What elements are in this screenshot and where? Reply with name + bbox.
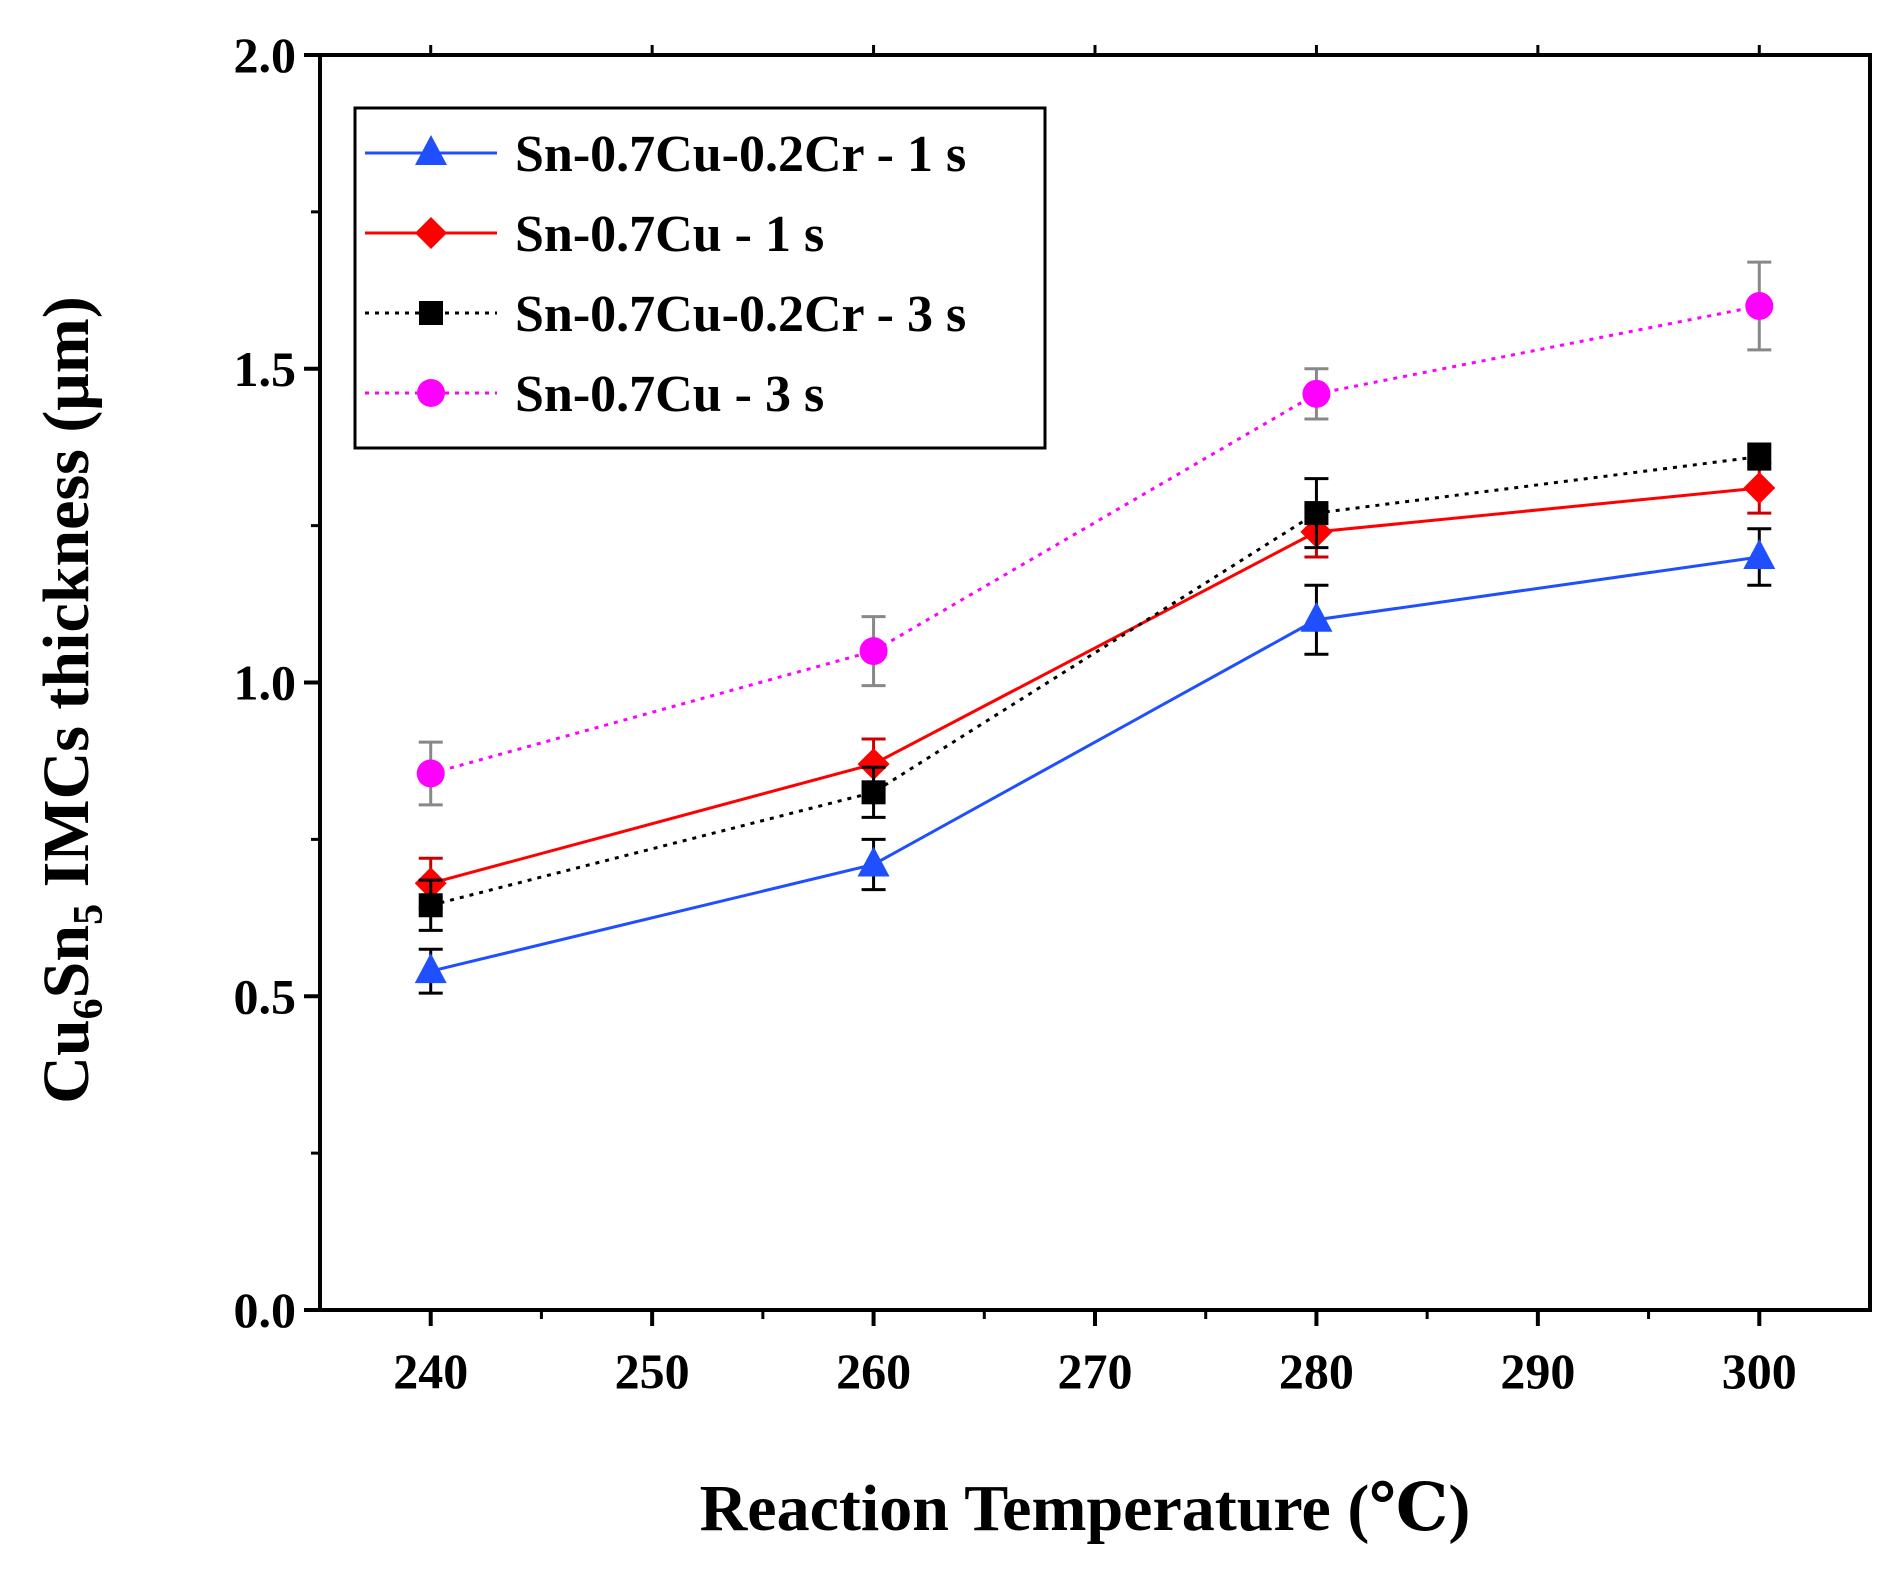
y-label-prefix: Cu (30, 1019, 103, 1103)
plot-area (414, 260, 1776, 995)
y-tick-label: 0.5 (234, 968, 297, 1024)
legend-label: Sn-0.7Cu - 3 s (515, 366, 824, 423)
y-label-sub1: 6 (66, 998, 112, 1019)
x-tick-label: 250 (615, 1343, 690, 1399)
legend-marker (415, 217, 447, 249)
series-3 (416, 260, 1774, 807)
data-point (857, 748, 890, 781)
data-point (1304, 501, 1329, 526)
x-tick-label: 240 (393, 1343, 468, 1399)
y-tick-label: 1.0 (234, 655, 297, 711)
x-axis-label: Reaction Temperature (℃) (700, 1472, 1471, 1545)
series-2 (418, 442, 1772, 932)
data-point (1743, 471, 1776, 504)
x-tick-label: 280 (1279, 1343, 1354, 1399)
data-point (861, 780, 886, 805)
series-1 (414, 461, 1776, 910)
data-point (857, 846, 890, 877)
legend-marker (419, 301, 443, 325)
series-0 (414, 527, 1776, 995)
legend-marker (415, 135, 447, 165)
y-tick-label: 0.0 (234, 1282, 297, 1338)
data-point (416, 759, 445, 788)
data-point (418, 893, 443, 918)
x-tick-label: 270 (1058, 1343, 1133, 1399)
legend: Sn-0.7Cu-0.2Cr - 1 s Sn-0.7Cu - 1 s Sn-0.7… (353, 106, 1047, 450)
legend-label: Sn-0.7Cu - 1 s (515, 206, 824, 263)
series-line (430, 555, 1760, 973)
y-tick-label: 1.5 (234, 341, 297, 397)
data-point (1300, 601, 1333, 632)
data-point (414, 953, 447, 984)
data-point (1743, 539, 1776, 569)
legend-label: Sn-0.7Cu-0.2Cr - 1 s (515, 126, 966, 183)
data-point (1302, 379, 1331, 408)
y-label-middle: Sn (30, 925, 103, 998)
x-tick-label: 300 (1722, 1343, 1797, 1399)
x-tick-label: 260 (836, 1343, 911, 1399)
data-point (1745, 292, 1774, 320)
x-tick-label: 290 (1500, 1343, 1575, 1399)
data-point (1747, 444, 1772, 469)
axes: 240 250 260 270 280 290 300 0.0 0.5 1.0 1.5 2.0 (234, 27, 1872, 1399)
series-line (430, 486, 1760, 885)
y-axis-label: Cu6Sn5 IMCs thickness (μm) (30, 296, 112, 1103)
series-line (430, 455, 1760, 907)
legend-box (353, 106, 1047, 450)
legend-marker (417, 379, 445, 407)
y-label-sub2: 5 (66, 904, 112, 925)
legend-label: Sn-0.7Cu-0.2Cr - 3 s (515, 286, 966, 343)
y-label-suffix: IMCs thickness (μm) (30, 296, 103, 904)
data-point (859, 637, 888, 666)
y-tick-label: 2.0 (234, 27, 297, 83)
